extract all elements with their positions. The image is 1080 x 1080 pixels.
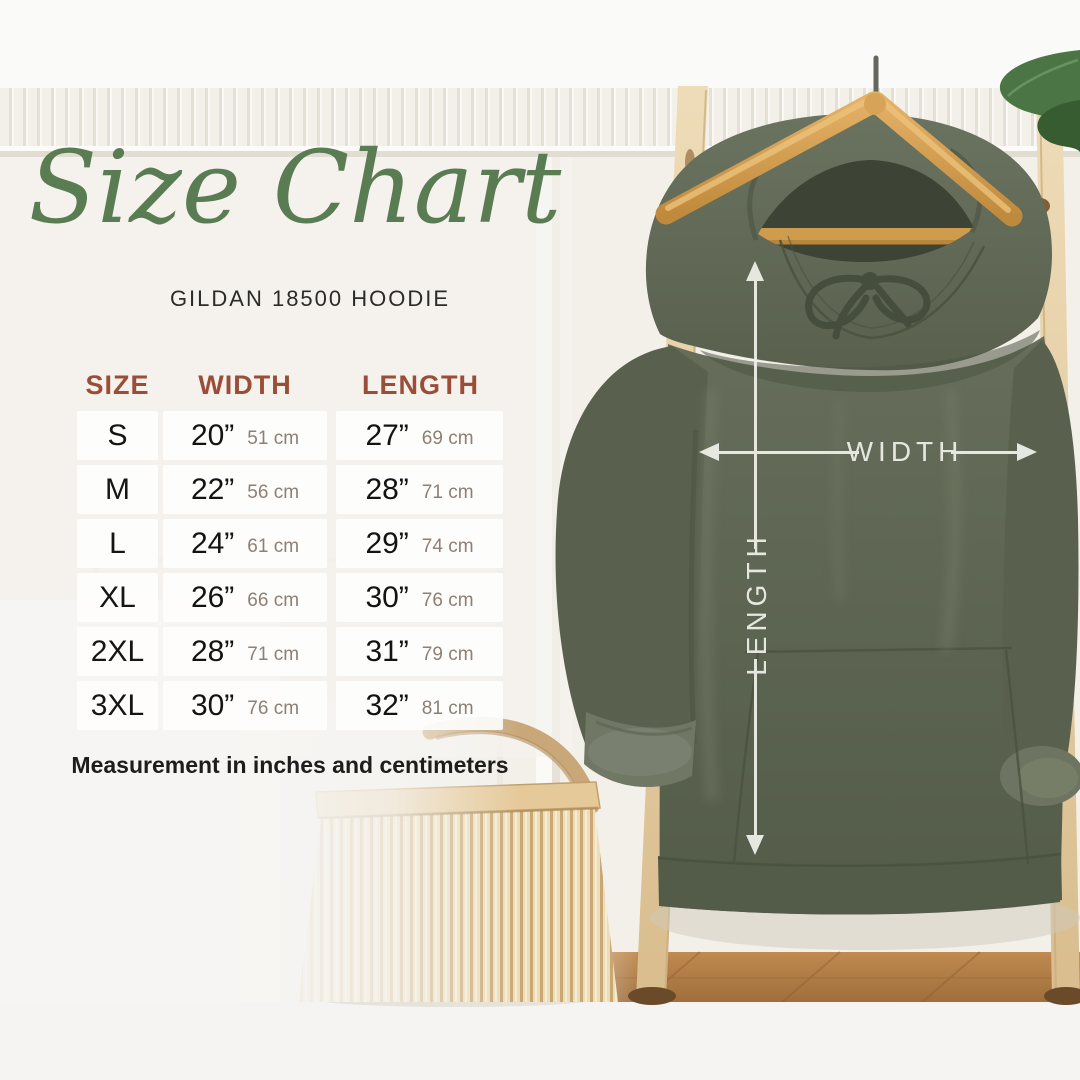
size-value: 2XL [90, 634, 145, 668]
length-inches: 29” [365, 526, 409, 560]
arrow-right-icon [1017, 443, 1037, 461]
left-sleeve [555, 346, 708, 766]
width-cm: 66 cm [247, 589, 300, 611]
length-measure-line [746, 261, 764, 855]
length-cell: 31” 79 cm [336, 627, 503, 676]
length-inches: 28” [365, 472, 409, 506]
table-row: 2XL 28” 71 cm 31” 79 cm [77, 627, 503, 676]
size-value: XL [99, 580, 136, 614]
col-header-length: LENGTH [362, 370, 479, 400]
size-value: S [107, 418, 128, 452]
wooden-hanger [655, 55, 1023, 227]
width-inches: 26” [190, 580, 235, 614]
length-label: LENGTH [741, 532, 772, 676]
length-inches: 32” [365, 688, 409, 722]
table-row: L 24” 61 cm 29” 74 cm [77, 519, 503, 568]
table-row: S 20” 51 cm 27” 69 cm [77, 411, 503, 460]
width-inches: 28” [190, 634, 235, 668]
col-header-size: SIZE [85, 370, 150, 400]
table-row: XL 26” 66 cm 30” 76 cm [77, 573, 503, 622]
width-inches: 24” [190, 526, 235, 560]
length-cm: 69 cm [421, 427, 474, 449]
size-cell: S [77, 411, 158, 460]
arrow-left-icon [699, 443, 719, 461]
soft-fade [240, 700, 520, 1002]
page-title: Size Chart [28, 129, 562, 246]
length-inches: 27” [365, 418, 409, 452]
page-subtitle: GILDAN 18500 HOODIE [169, 286, 451, 311]
size-value: 3XL [90, 688, 145, 722]
drawstring-bow [805, 272, 931, 340]
table-row: 3XL 30” 76 cm 32” 81 cm [77, 681, 503, 730]
width-cell: 24” 61 cm [163, 519, 327, 568]
measurement-overlay: LENGTH WIDTH [699, 261, 1037, 855]
length-cell: 32” 81 cm [336, 681, 503, 730]
col-header-width: WIDTH [198, 370, 292, 400]
length-cm: 81 cm [421, 697, 474, 719]
width-cell: 26” 66 cm [163, 573, 327, 622]
size-cell: XL [77, 573, 158, 622]
width-cm: 71 cm [247, 643, 300, 665]
size-cell: 2XL [77, 627, 158, 676]
hoodie [555, 55, 1080, 950]
length-cell: 30” 76 cm [336, 573, 503, 622]
foreground-strip [0, 1002, 1080, 1080]
width-cm: 56 cm [247, 481, 300, 503]
measurement-note: Measurement in inches and centimeters [71, 752, 509, 778]
width-inches: 22” [190, 472, 235, 506]
width-cm: 61 cm [247, 535, 300, 557]
width-inches: 20” [190, 418, 235, 452]
length-cell: 28” 71 cm [336, 465, 503, 514]
size-cell: L [77, 519, 158, 568]
width-cell: 22” 56 cm [163, 465, 327, 514]
size-table: S 20” 51 cm 27” 69 cm M 22” 56 cm 28” 71 cm … [77, 411, 503, 730]
width-label: WIDTH [847, 436, 964, 467]
size-cell: 3XL [77, 681, 158, 730]
length-cell: 29” 74 cm [336, 519, 503, 568]
hoodie-body [659, 336, 1064, 915]
length-inches: 30” [365, 580, 409, 614]
width-cell: 20” 51 cm [163, 411, 327, 460]
length-cm: 71 cm [421, 481, 474, 503]
plant-leaves [999, 50, 1080, 152]
size-value: L [109, 526, 126, 560]
width-cm: 51 cm [247, 427, 300, 449]
length-cm: 76 cm [421, 589, 474, 611]
arrow-up-icon [746, 261, 764, 281]
arrow-down-icon [746, 835, 764, 855]
length-cm: 79 cm [421, 643, 474, 665]
size-cell: M [77, 465, 158, 514]
length-cell: 27” 69 cm [336, 411, 503, 460]
width-cell: 28” 71 cm [163, 627, 327, 676]
width-cell: 30” 76 cm [163, 681, 327, 730]
hem-band [658, 852, 1062, 915]
size-value: M [105, 472, 130, 506]
width-measure-line [699, 443, 1037, 461]
width-cm: 76 cm [247, 697, 300, 719]
length-cm: 74 cm [421, 535, 474, 557]
width-inches: 30” [190, 688, 235, 722]
table-row: M 22” 56 cm 28” 71 cm [77, 465, 503, 514]
length-inches: 31” [365, 634, 409, 668]
